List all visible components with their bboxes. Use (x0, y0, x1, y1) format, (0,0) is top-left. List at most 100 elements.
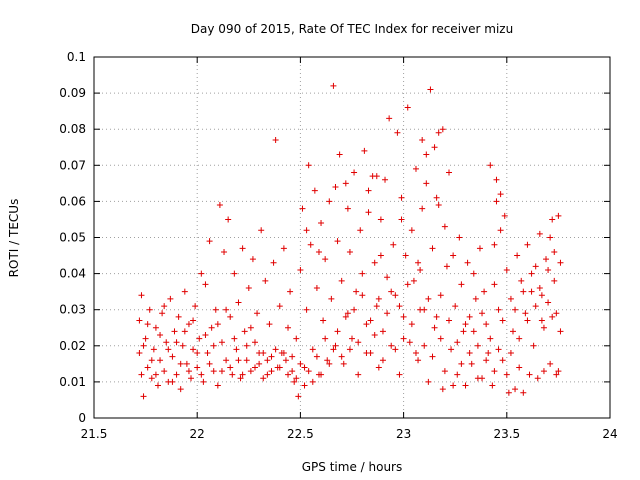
data-point (315, 248, 322, 255)
data-point (293, 335, 300, 342)
data-point (138, 292, 145, 299)
y-axis-label: ROTI / TECUs (7, 199, 21, 278)
data-point (183, 360, 190, 367)
data-point (551, 248, 558, 255)
data-point (318, 220, 325, 227)
data-point (266, 321, 273, 328)
x-tick-labels: 21.5 22 22.5 23 23.5 24 (81, 427, 618, 441)
data-point (530, 342, 537, 349)
data-point (394, 129, 401, 136)
y-tick-label: 0.08 (59, 122, 86, 136)
data-point (297, 266, 304, 273)
data-point (309, 346, 316, 353)
data-point (532, 263, 539, 270)
grid (94, 57, 610, 418)
x-tick-label: 21.5 (81, 427, 108, 441)
data-point (181, 328, 188, 335)
data-point (225, 216, 232, 223)
data-point (305, 162, 312, 169)
data-point (452, 303, 459, 310)
data-point (551, 277, 558, 284)
data-point (179, 342, 186, 349)
data-point (210, 368, 217, 375)
data-point (305, 368, 312, 375)
y-tick-label: 0.04 (59, 267, 86, 281)
data-point (547, 234, 554, 241)
data-point (241, 328, 248, 335)
data-point (392, 292, 399, 299)
data-point (280, 350, 287, 357)
data-point (251, 339, 258, 346)
data-point (433, 194, 440, 201)
data-point (243, 342, 250, 349)
data-point (249, 256, 256, 263)
data-point (285, 371, 292, 378)
data-point (268, 353, 275, 360)
data-point (344, 310, 351, 317)
data-point (198, 371, 205, 378)
data-point (483, 357, 490, 364)
data-point (460, 328, 467, 335)
data-point (152, 371, 159, 378)
data-point (334, 238, 341, 245)
data-point (194, 364, 201, 371)
data-point (328, 295, 335, 302)
data-point (474, 342, 481, 349)
data-point (196, 335, 203, 342)
data-point (547, 360, 554, 367)
data-point (272, 137, 279, 144)
data-point (276, 303, 283, 310)
data-point (181, 288, 188, 295)
data-point (330, 346, 337, 353)
data-point (322, 335, 329, 342)
plot-frame (93, 56, 611, 419)
data-point (534, 375, 541, 382)
x-tick-label: 23.5 (493, 427, 520, 441)
data-point (138, 371, 145, 378)
data-point (524, 317, 531, 324)
data-point (538, 317, 545, 324)
data-point (470, 270, 477, 277)
data-point (479, 310, 486, 317)
data-point (419, 205, 426, 212)
data-point (454, 371, 461, 378)
data-point (154, 382, 161, 389)
data-point (509, 328, 516, 335)
data-point (518, 277, 525, 284)
data-point (524, 241, 531, 248)
data-point (218, 368, 225, 375)
data-point (439, 126, 446, 133)
data-point (512, 306, 519, 313)
data-point (227, 313, 234, 320)
x-tick-label: 22 (190, 427, 205, 441)
data-point (245, 285, 252, 292)
data-point (495, 306, 502, 313)
data-point (462, 382, 469, 389)
data-point (336, 151, 343, 158)
data-point (282, 357, 289, 364)
data-point (433, 313, 440, 320)
data-point (415, 259, 422, 266)
data-point (392, 346, 399, 353)
data-point (247, 324, 254, 331)
data-point (493, 198, 500, 205)
data-point (355, 339, 362, 346)
data-point (441, 223, 448, 230)
data-point (239, 371, 246, 378)
data-point (342, 313, 349, 320)
data-point (159, 310, 166, 317)
data-point (553, 371, 560, 378)
y-tick-label: 0.02 (59, 339, 86, 353)
data-point (373, 173, 380, 180)
data-point (326, 198, 333, 205)
y-tick-label: 0.01 (59, 375, 86, 389)
data-point (173, 371, 180, 378)
data-point (481, 288, 488, 295)
data-point (532, 303, 539, 310)
data-point (233, 346, 240, 353)
data-point (412, 165, 419, 172)
y-tick-labels: 0 0.01 0.02 0.03 0.04 0.05 0.06 0.07 0.08 0.09 0.1 (59, 50, 86, 425)
data-point (425, 378, 432, 385)
data-point (223, 357, 230, 364)
data-point (555, 212, 562, 219)
